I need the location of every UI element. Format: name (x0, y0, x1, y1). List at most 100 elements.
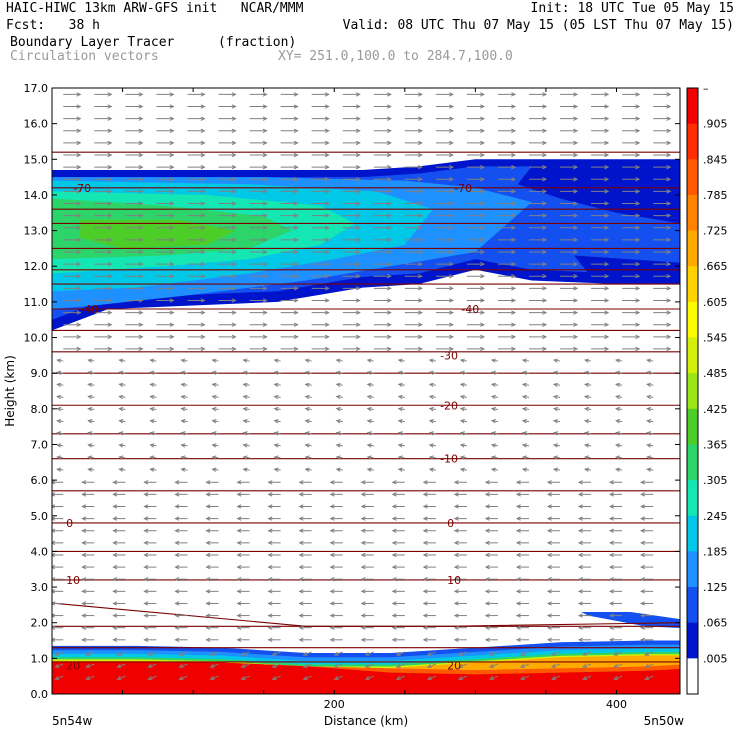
vector-arrow (179, 675, 188, 680)
vector-arrowhead (174, 613, 180, 618)
vector-arrowhead (205, 564, 211, 570)
vector-arrowhead (604, 177, 610, 182)
vector-arrowhead (236, 564, 242, 570)
vector-arrowhead (360, 540, 366, 546)
vector-arrowhead (143, 504, 149, 509)
vector-arrowhead (298, 577, 304, 582)
vector-arrowhead (138, 346, 144, 352)
vector-arrowhead (480, 237, 486, 243)
vector-arrowhead (422, 492, 428, 497)
vector-arrowhead (666, 261, 672, 267)
vector-arrowhead (335, 419, 341, 424)
vector-arrowhead (56, 455, 62, 460)
vector-arrowhead (666, 298, 672, 303)
vector-arrowhead (112, 564, 118, 570)
vector-arrowhead (293, 213, 299, 218)
vector-arrowhead (577, 480, 583, 485)
vector-arrowhead (546, 577, 552, 582)
vector-arrowhead (397, 419, 403, 424)
vector-arrowhead (640, 492, 646, 497)
vector-arrowhead (174, 480, 180, 485)
vector-arrowhead (138, 152, 144, 158)
y-tick-label: 3.0 (31, 581, 49, 594)
vector-arrow (365, 663, 374, 668)
vector-arrow (334, 651, 343, 656)
vector-arrowhead (76, 322, 82, 327)
vector-arrowhead (666, 164, 672, 170)
vector-arrowhead (107, 140, 113, 146)
vector-arrowhead (107, 213, 113, 218)
vector-arrowhead (366, 358, 372, 363)
vector-arrowhead (583, 370, 590, 375)
vector-arrowhead (273, 455, 279, 460)
field-unit: (fraction) (218, 35, 297, 50)
vector-arrowhead (417, 201, 423, 206)
vector-arrowhead (391, 480, 397, 485)
vector-arrowhead (87, 406, 93, 412)
vector-arrowhead (293, 189, 299, 194)
vector-arrowhead (298, 601, 304, 606)
vector-arrowhead (608, 625, 614, 630)
vector-arrowhead (138, 310, 144, 315)
vector-arrow (613, 651, 623, 656)
vector-arrowhead (573, 104, 579, 109)
vector-arrowhead (147, 663, 153, 668)
vector-arrowhead (364, 675, 370, 681)
vector-arrowhead (422, 552, 428, 558)
vector-arrowhead (395, 663, 401, 668)
vector-arrowhead (293, 164, 299, 170)
vector-arrowhead (453, 528, 459, 533)
vector-arrowhead (480, 225, 486, 230)
vector-arrowhead (205, 625, 211, 630)
vector-arrowhead (449, 298, 455, 303)
vector-arrowhead (236, 480, 242, 485)
vector-arrowhead (107, 274, 113, 279)
vector-arrowhead (87, 431, 93, 436)
vector-arrowhead (449, 189, 455, 194)
vector-arrowhead (205, 601, 211, 606)
vector-arrowhead (267, 577, 273, 582)
vector-arrowhead (615, 467, 621, 472)
vector-arrowhead (200, 274, 206, 279)
vector-arrowhead (646, 467, 652, 472)
vector-arrowhead (87, 467, 93, 472)
vector-arrowhead (604, 334, 610, 340)
vector-arrowhead (236, 613, 242, 618)
vector-arrowhead (542, 116, 548, 121)
vector-arrowhead (480, 201, 486, 206)
vector-arrowhead (262, 237, 268, 243)
vector-arrowhead (644, 675, 650, 681)
vector-arrowhead (143, 480, 149, 485)
vector-arrowhead (542, 225, 548, 230)
vector-arrowhead (386, 213, 392, 218)
vector-arrowhead (262, 213, 268, 218)
colorbar-swatch (687, 480, 698, 517)
vector-arrowhead (604, 116, 610, 121)
vector-arrowhead (480, 164, 486, 170)
vector-arrowhead (200, 92, 206, 97)
vector-arrowhead (490, 406, 496, 412)
vector-arrowhead (449, 177, 455, 182)
vector-arrowhead (573, 298, 579, 303)
vector-arrowhead (453, 625, 459, 630)
vector-arrowhead (480, 92, 486, 97)
vector-arrowhead (138, 298, 144, 303)
vector-arrowhead (511, 249, 517, 255)
overlay-name: Circulation vectors (10, 49, 159, 64)
vector-arrowhead (231, 261, 237, 267)
vector-arrowhead (293, 346, 299, 352)
vector-arrowhead (459, 358, 465, 363)
colorbar-tick-label: .125 (703, 581, 728, 594)
vector-arrowhead (271, 663, 277, 668)
vector-arrowhead (422, 540, 428, 546)
vector-arrowhead (169, 152, 175, 158)
vector-arrowhead (635, 322, 641, 327)
vector-arrowhead (169, 346, 175, 352)
vector-arrowhead (386, 274, 392, 279)
colorbar-tick-label: .245 (703, 510, 728, 523)
vector-arrowhead (324, 140, 330, 146)
vector-arrowhead (304, 358, 310, 363)
vector-arrowhead (546, 480, 552, 485)
contour-label: -40 (80, 303, 98, 316)
vector-arrowhead (366, 406, 372, 412)
